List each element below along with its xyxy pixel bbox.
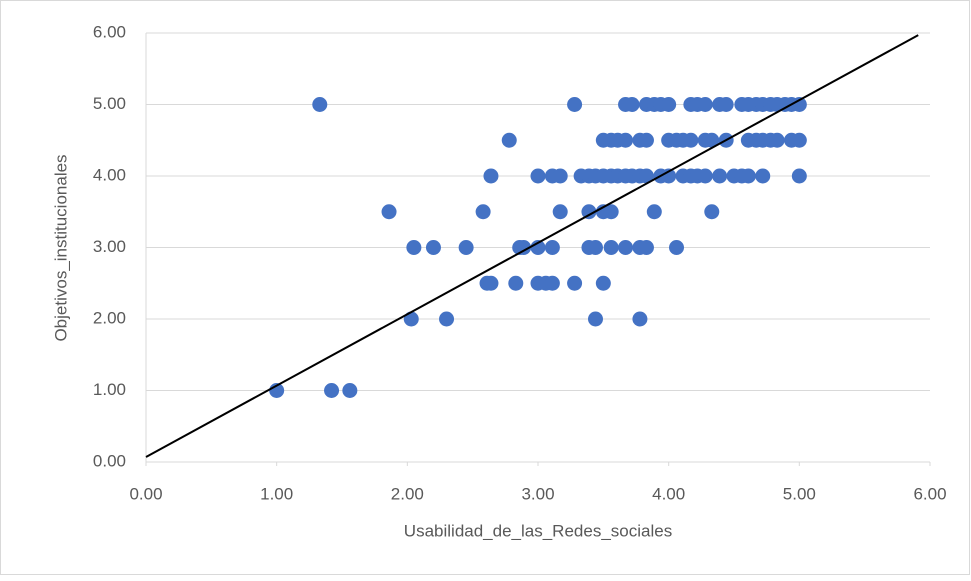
x-tick-label: 3.00 (521, 484, 554, 503)
point (587, 311, 603, 327)
point (646, 204, 662, 220)
y-tick-label: 0.00 (93, 451, 126, 470)
point (603, 240, 619, 255)
point (425, 240, 441, 255)
x-tick-label: 2.00 (391, 484, 424, 503)
point (740, 168, 756, 184)
point (530, 240, 546, 255)
point (516, 240, 532, 255)
y-axis-title: Objetivos_institucionales (51, 154, 70, 341)
point (530, 168, 546, 184)
point (567, 97, 583, 112)
point (669, 240, 685, 255)
point (638, 132, 654, 148)
point (501, 132, 517, 148)
point (618, 132, 634, 148)
point (791, 97, 807, 112)
point (697, 168, 713, 184)
y-tick-label: 1.00 (93, 380, 126, 399)
point (791, 168, 807, 184)
point (755, 168, 771, 184)
x-tick-label: 0.00 (129, 484, 162, 503)
point (618, 240, 634, 255)
point (483, 168, 499, 184)
trendline (145, 34, 919, 458)
point (603, 204, 619, 220)
point (324, 383, 340, 398)
point (638, 168, 654, 184)
point (632, 311, 648, 327)
point (704, 132, 720, 148)
point (581, 204, 597, 220)
point (567, 275, 583, 291)
point (595, 275, 611, 291)
x-tick-label: 4.00 (652, 484, 685, 503)
point (312, 97, 328, 112)
point (661, 97, 677, 112)
point (791, 132, 807, 148)
point (712, 168, 728, 184)
point (587, 240, 603, 255)
point (483, 275, 499, 291)
y-tick-label: 4.00 (93, 165, 126, 184)
point (508, 275, 524, 291)
y-tick-label: 2.00 (93, 308, 126, 327)
point (769, 132, 785, 148)
point (342, 383, 358, 398)
point (475, 204, 491, 220)
y-tick-label: 5.00 (93, 94, 126, 113)
x-tick-label: 1.00 (260, 484, 293, 503)
point (697, 97, 713, 112)
point (381, 204, 397, 220)
point (638, 240, 654, 255)
point (552, 168, 568, 184)
point (624, 97, 640, 112)
point (403, 311, 419, 327)
point (704, 204, 720, 220)
point (439, 311, 455, 327)
y-tick-label: 3.00 (93, 237, 126, 256)
point (683, 132, 699, 148)
point (458, 240, 474, 255)
point (544, 275, 560, 291)
point (544, 240, 560, 255)
point (718, 97, 734, 112)
y-tick-label: 6.00 (93, 22, 126, 41)
x-tick-label: 5.00 (783, 484, 816, 503)
x-axis-title: Usabilidad_de_las_Redes_sociales (404, 521, 672, 540)
point (406, 240, 422, 255)
point (661, 168, 677, 184)
x-tick-label: 6.00 (913, 484, 946, 503)
point (552, 204, 568, 220)
